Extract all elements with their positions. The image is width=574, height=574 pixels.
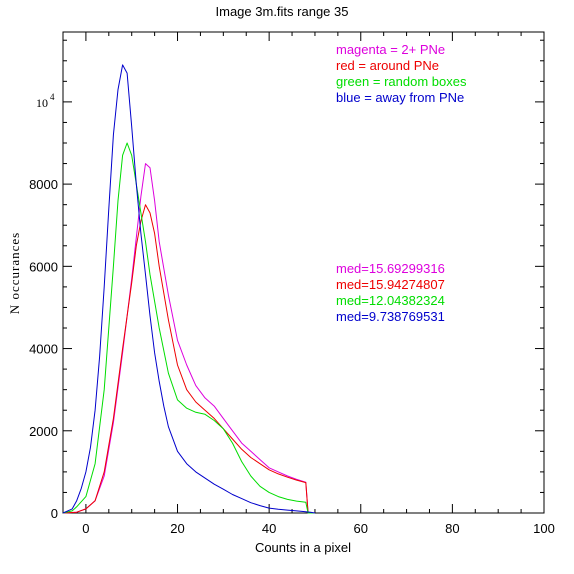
series-line-1: [62, 204, 315, 514]
plot-area: [62, 31, 545, 514]
legend-entry-2: green = random boxes: [336, 74, 467, 89]
x-tick-label-2: 40: [262, 521, 276, 536]
x-tick-label-0: 0: [82, 521, 89, 536]
median-annotations: med=15.69299316med=15.94274807med=12.043…: [336, 261, 445, 324]
x-tick-label-3: 60: [354, 521, 368, 536]
median-label-0: med=15.69299316: [336, 261, 445, 276]
x-axis-label: Counts in a pixel: [255, 540, 351, 555]
x-tick-label-1: 20: [170, 521, 184, 536]
plot-frame: [62, 31, 545, 514]
median-label-1: med=15.94274807: [336, 277, 445, 292]
series-group: [62, 64, 316, 514]
y-tick-label-3: 6000: [29, 259, 58, 274]
y-tick-label-4: 8000: [29, 177, 58, 192]
y-tick-label-top-exponent: 4: [50, 92, 55, 102]
series-line-0: [62, 163, 315, 514]
y-tick-label-top-base: 10: [36, 96, 48, 110]
y-tick-label-0: 0: [51, 506, 58, 521]
x-axis: 0 20 40 60 80 100: [82, 32, 555, 536]
y-axis-label: N occurances: [7, 232, 22, 314]
series-line-2: [62, 142, 315, 514]
legend-entry-3: blue = away from PNe: [336, 90, 464, 105]
median-label-3: med=9.738769531: [336, 309, 445, 324]
y-axis: 0 2000 4000 6000 8000 10 4: [29, 39, 544, 521]
legend-entry-0: magenta = 2+ PNe: [336, 42, 445, 57]
x-tick-label-5: 100: [533, 521, 555, 536]
series-line-3: [62, 64, 316, 514]
median-label-2: med=12.04382324: [336, 293, 445, 308]
y-tick-label-2: 4000: [29, 342, 58, 357]
y-tick-label-1: 2000: [29, 424, 58, 439]
legend-entry-1: red = around PNe: [336, 58, 439, 73]
x-tick-label-4: 80: [445, 521, 459, 536]
chart-title: Image 3m.fits range 35: [216, 4, 349, 19]
